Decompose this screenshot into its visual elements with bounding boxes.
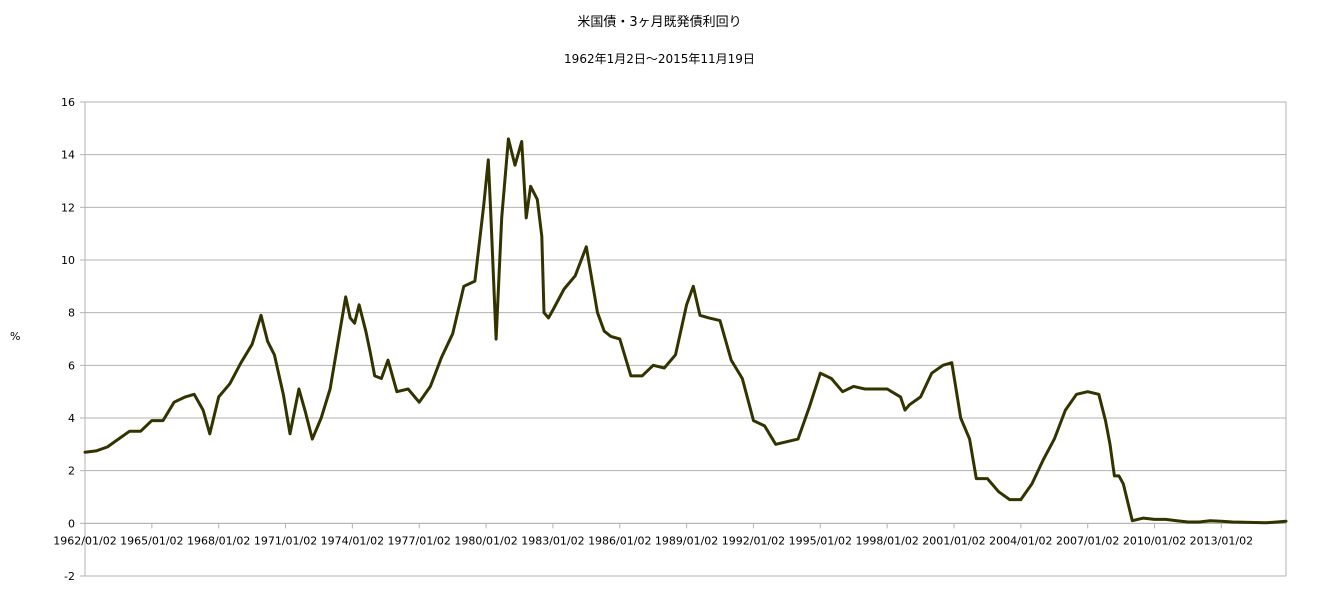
y-tick-label: 10 [61, 254, 75, 267]
chart-title: 米国債・3ヶ月既発債利回り [577, 15, 742, 30]
x-tick-label: 1962/01/02 [53, 534, 116, 547]
x-tick-label: 2001/01/02 [922, 534, 985, 547]
x-tick-label: 1968/01/02 [187, 534, 250, 547]
chart-subtitle: 1962年1月2日～2015年11月19日 [564, 52, 755, 66]
y-tick-label: 6 [68, 359, 75, 372]
x-tick-label: 1986/01/02 [588, 534, 651, 547]
series-line [83, 137, 1288, 525]
x-tick-label: 2007/01/02 [1056, 534, 1119, 547]
y-tick-label: 16 [61, 96, 75, 109]
y-tick-labels: -2 0 2 4 6 8 10 12 14 16 [61, 96, 75, 583]
y-tick-label: 2 [68, 465, 75, 478]
x-tick-label: 2004/01/02 [989, 534, 1052, 547]
x-tick-label: 1995/01/02 [789, 534, 852, 547]
x-tick-label: 1992/01/02 [722, 534, 785, 547]
x-tick-label: 1965/01/02 [120, 534, 183, 547]
series-layer [83, 137, 1288, 525]
x-tick-label: 1977/01/02 [388, 534, 451, 547]
x-tick-label: 2010/01/02 [1123, 534, 1186, 547]
y-tick-label: 0 [68, 517, 75, 530]
x-tick-label: 1980/01/02 [454, 534, 517, 547]
x-tick-label: 2013/01/02 [1190, 534, 1253, 547]
y-tick-label: 14 [61, 149, 75, 162]
grid-lines [85, 101, 1286, 577]
y-tick-label: 4 [68, 412, 75, 425]
axes [80, 101, 1287, 577]
y-tick-label: 12 [61, 201, 75, 214]
x-tick-label: 1989/01/02 [655, 534, 718, 547]
y-tick-label: 8 [68, 307, 75, 320]
x-tick-label: 1998/01/02 [855, 534, 918, 547]
x-tick-label: 1974/01/02 [321, 534, 384, 547]
x-tick-label: 1971/01/02 [254, 534, 317, 547]
x-tick-label: 1983/01/02 [521, 534, 584, 547]
y-tick-label: -2 [64, 570, 75, 583]
y-axis-label: % [10, 330, 21, 343]
x-tick-labels: 1962/01/02 1965/01/02 1968/01/02 1971/01/02… [53, 534, 1253, 547]
